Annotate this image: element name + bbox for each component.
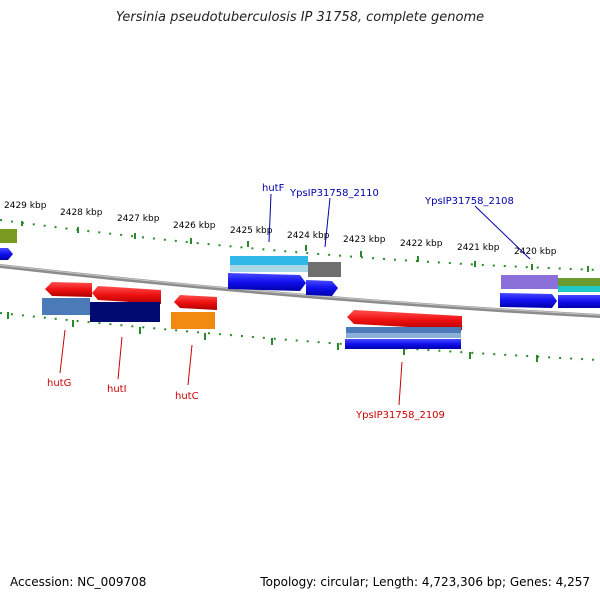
accession-label: Accession: NC_009708 <box>10 575 147 589</box>
gene-label-ypsip31758-2108[interactable]: YpsIP31758_2108 <box>424 196 514 207</box>
ruler-label: 2427 kbp <box>117 214 160 224</box>
cds-arrow[interactable] <box>500 293 557 308</box>
feature-block-green[interactable] <box>558 278 600 286</box>
leader-line <box>187 344 193 386</box>
outer-ruler-track <box>0 219 600 271</box>
ruler-label: 2420 kbp <box>514 247 557 257</box>
cds-arrow[interactable] <box>92 286 161 304</box>
ruler-labels: 2429 kbp 2428 kbp 2427 kbp 2426 kbp 2425… <box>4 201 557 257</box>
ruler-label: 2428 kbp <box>60 208 103 218</box>
leader-line <box>324 197 331 248</box>
genome-backbone-highlight <box>0 264 600 316</box>
cds-block[interactable] <box>558 295 600 308</box>
inner-ruler-track <box>0 312 600 361</box>
feature-block-light[interactable] <box>230 265 308 272</box>
ruler-label: 2423 kbp <box>343 235 386 245</box>
leader-line <box>474 205 531 260</box>
gene-label-hutI[interactable]: hutI <box>107 384 127 395</box>
cds-block[interactable] <box>345 339 461 349</box>
topology-label: Topology: circular; Length: 4,723,306 bp… <box>260 575 590 589</box>
feature-block-purple[interactable] <box>501 275 558 289</box>
feature-block-olive[interactable] <box>0 229 17 243</box>
feature-block-gray[interactable] <box>308 262 341 277</box>
forward-strand-features <box>0 229 600 308</box>
forward-gene-labels: hutF YpsIP31758_2110 YpsIP31758_2108 <box>262 183 531 260</box>
feature-block-lightblue[interactable] <box>346 333 461 338</box>
gene-label-ypsip31758-2110[interactable]: YpsIP31758_2110 <box>289 188 379 199</box>
reverse-strand-features <box>42 282 462 349</box>
gene-label-hutG[interactable]: hutG <box>47 378 71 389</box>
reverse-gene-labels: hutG hutI hutC YpsIP31758_2109 <box>47 329 445 421</box>
inner-tick-ring <box>0 312 600 362</box>
feature-block-orange[interactable] <box>171 312 215 329</box>
leader-line <box>268 193 272 243</box>
cds-arrow[interactable] <box>174 295 217 310</box>
outer-tick-ring <box>0 219 600 272</box>
gene-label-hutC[interactable]: hutC <box>175 391 199 402</box>
cds-arrow[interactable] <box>347 310 462 330</box>
feature-block-teal[interactable] <box>558 286 600 292</box>
feature-block-cyan[interactable] <box>230 256 308 265</box>
cds-arrow[interactable] <box>45 282 92 297</box>
gene-label-ypsip31758-2109[interactable]: YpsIP31758_2109 <box>355 410 445 421</box>
map-title: Yersinia pseudotuberculosis IP 31758, co… <box>115 10 485 25</box>
ruler-label: 2425 kbp <box>230 226 273 236</box>
feature-block-steelblue[interactable] <box>346 327 461 337</box>
cds-arrow[interactable] <box>0 248 13 260</box>
feature-block-steelblue[interactable] <box>42 298 90 315</box>
ruler-label: 2422 kbp <box>400 239 443 249</box>
gene-label-hutF[interactable]: hutF <box>262 183 285 194</box>
leader-line <box>59 329 66 374</box>
leader-line <box>398 361 403 406</box>
feature-block-navy[interactable] <box>90 302 160 322</box>
leader-line <box>117 336 123 380</box>
genome-backbone <box>0 264 600 318</box>
ruler-label: 2426 kbp <box>173 221 216 231</box>
ruler-label: 2424 kbp <box>287 231 330 241</box>
cds-arrow[interactable] <box>306 280 338 296</box>
cds-arrow[interactable] <box>228 273 306 291</box>
ruler-label: 2421 kbp <box>457 243 500 253</box>
ruler-label: 2429 kbp <box>4 201 47 211</box>
